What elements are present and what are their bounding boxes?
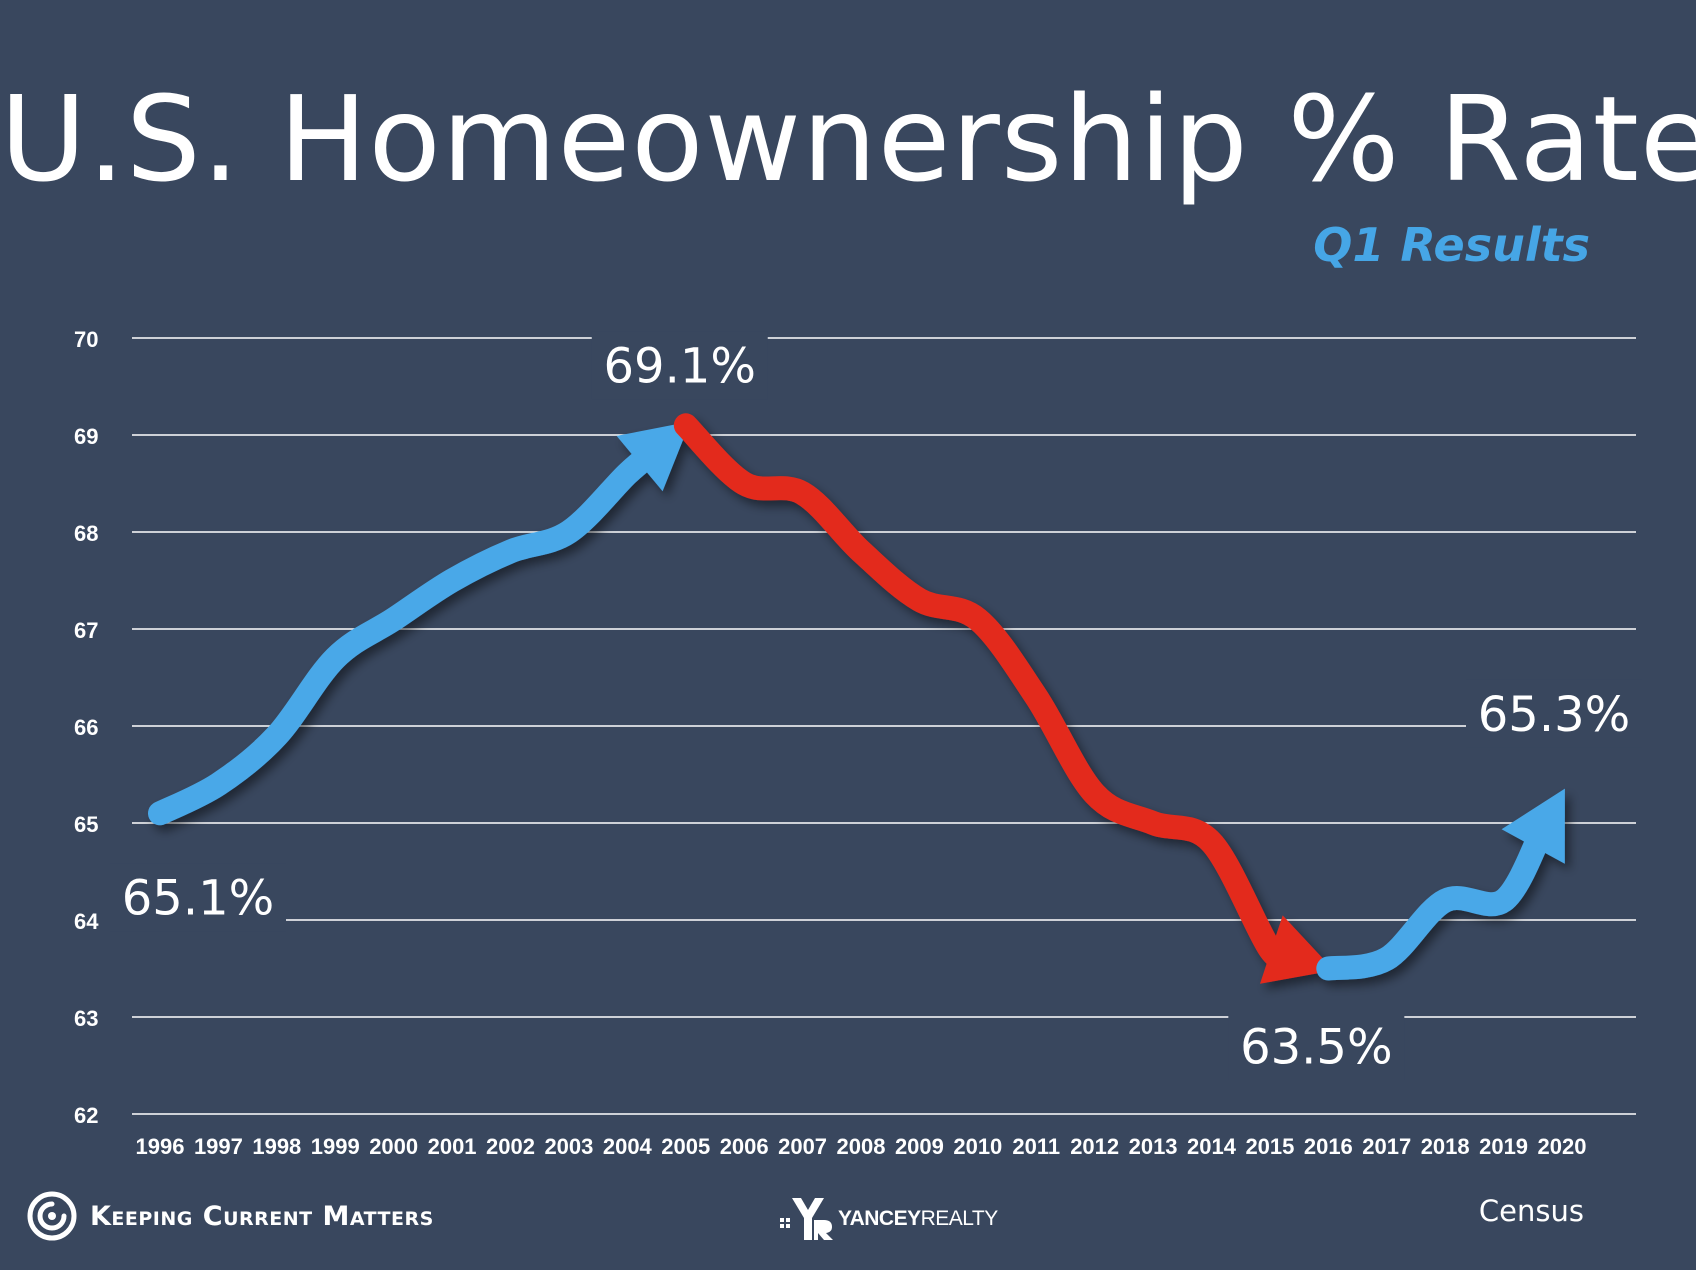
chart-title: U.S. Homeownership % Rates <box>0 70 1696 208</box>
kcm-brand-text: Keeping Current Matters <box>90 1200 434 1232</box>
y-tick-label: 68 <box>74 521 98 546</box>
x-tick-label: 2017 <box>1362 1134 1411 1159</box>
yancey-realty-text: YANCEYREALTY <box>838 1207 998 1231</box>
x-tick-label: 2014 <box>1187 1134 1237 1159</box>
y-tick-label: 67 <box>74 618 98 643</box>
x-tick-label: 2015 <box>1245 1134 1294 1159</box>
annotation-label: 65.1% <box>122 870 274 926</box>
y-tick-label: 62 <box>74 1103 98 1128</box>
y-tick-label: 64 <box>74 909 99 934</box>
y-tick-label: 69 <box>74 424 98 449</box>
annotation-label: 69.1% <box>604 338 756 394</box>
yancey-bold: YANCEY <box>838 1207 921 1230</box>
y-tick-label: 63 <box>74 1006 98 1031</box>
y-tick-label: 65 <box>74 812 98 837</box>
annotation-backdrop <box>110 863 286 932</box>
source-label: Census <box>1478 1194 1584 1228</box>
x-tick-label: 2013 <box>1129 1134 1178 1159</box>
x-tick-label: 2010 <box>953 1134 1002 1159</box>
annotation-backdrop <box>1228 1012 1405 1081</box>
x-tick-label: 1996 <box>136 1134 185 1159</box>
x-tick-label: 2018 <box>1421 1134 1470 1159</box>
series-segment-down <box>673 413 1303 972</box>
annotation-backdrop <box>591 331 768 400</box>
x-tick-label: 2007 <box>778 1134 827 1159</box>
arrow-head <box>1501 788 1565 864</box>
series-layer <box>148 413 1565 984</box>
annotation-label: 65.3% <box>1478 687 1630 743</box>
y-axis: 62 63 64 65 66 67 68 69 70 <box>74 327 99 1128</box>
x-tick-label: 2005 <box>661 1134 710 1159</box>
arrow-head <box>616 421 691 492</box>
x-tick-label: 2012 <box>1070 1134 1119 1159</box>
grid-layer <box>132 337 1636 1115</box>
x-tick-label: 2009 <box>895 1134 944 1159</box>
x-tick-label: 1997 <box>194 1134 243 1159</box>
x-tick-label: 2016 <box>1304 1134 1353 1159</box>
realty-light: REALTY <box>920 1207 999 1230</box>
x-tick-label: 2006 <box>720 1134 769 1159</box>
annotation-backdrop <box>1466 679 1642 748</box>
series-segment-up <box>148 438 667 826</box>
kcm-swirl-icon <box>27 1191 77 1241</box>
chart-subtitle: Q1 Results <box>1313 218 1590 272</box>
series-segment-up <box>1316 817 1555 981</box>
x-tick-label: 2002 <box>486 1134 535 1159</box>
point-layer <box>157 422 1565 971</box>
yancey-realty-icon <box>780 1198 833 1240</box>
x-tick-label: 2011 <box>1012 1134 1060 1159</box>
x-tick-label: 2019 <box>1479 1134 1528 1159</box>
x-tick-label: 2001 <box>428 1134 477 1159</box>
x-tick-label: 2008 <box>837 1134 886 1159</box>
x-tick-label: 1999 <box>311 1134 360 1159</box>
x-tick-label: 1998 <box>252 1134 301 1159</box>
arrow-head <box>1260 915 1334 984</box>
y-tick-label: 70 <box>74 327 98 352</box>
x-tick-label: 2000 <box>369 1134 418 1159</box>
y-tick-label: 66 <box>74 715 98 740</box>
annotation-layer: 65.1% 69.1% 63.5% 65.3% <box>110 331 1642 1081</box>
kcm-brand: Keeping Current Matters <box>26 1188 434 1244</box>
x-tick-label: 2004 <box>603 1134 653 1159</box>
x-tick-label: 2020 <box>1538 1134 1587 1159</box>
yancey-realty-logo: YANCEYREALTY <box>778 1196 998 1242</box>
annotation-label: 63.5% <box>1240 1020 1392 1076</box>
x-axis: 1996 1997 1998 1999 2000 2001 2002 2003 2004 2005… <box>136 1134 1587 1159</box>
x-tick-label: 2003 <box>544 1134 593 1159</box>
